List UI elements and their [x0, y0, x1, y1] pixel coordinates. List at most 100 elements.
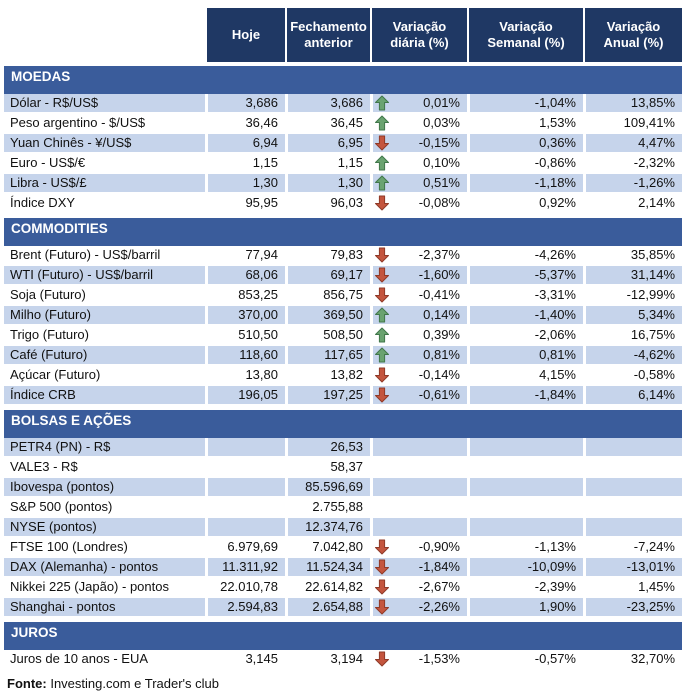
section-header-bolsas-e-a-es: BOLSAS E AÇÕES [4, 410, 682, 438]
cell-asset-label: Juros de 10 anos - EUA [10, 651, 149, 666]
table-row: Soja (Futuro) 853,25 856,75 -0,41% -3,31… [4, 286, 682, 306]
cell-hoje: 13,80 [205, 366, 285, 384]
cell-asset-label: Shanghai - pontos [4, 598, 205, 616]
cell-fechamento-anterior: 3,686 [285, 94, 370, 112]
cell-asset-label: VALE3 - R$ [10, 459, 78, 474]
table-row: WTI (Futuro) - US$/barril 68,06 69,17 -1… [4, 266, 682, 286]
table-row: Juros de 10 anos - EUA 3,145 3,194 -1,53… [4, 650, 682, 670]
cell-asset-label: NYSE (pontos) [4, 518, 205, 536]
table-row: Índice DXY 95,95 96,03 -0,08% 0,92% 2,14… [4, 194, 682, 214]
cell-variacao-semanal: 0,81% [467, 346, 583, 364]
cell-asset-label: Café (Futuro) [4, 346, 205, 364]
table-row: VALE3 - R$ 58,37 [4, 458, 682, 478]
header-cell: Hoje [205, 8, 285, 62]
cell-variacao-diaria: 0,81% [370, 346, 467, 364]
cell-asset-label: FTSE 100 (Londres) [10, 539, 128, 554]
cell-hoje: 95,95 [205, 194, 285, 212]
cell-hoje [205, 498, 285, 516]
table-row: Nikkei 225 (Japão) - pontos 22.010,78 22… [4, 578, 682, 598]
cell-variacao-anual: -2,32% [583, 154, 682, 172]
cell-variacao-anual: 1,45% [583, 578, 682, 596]
cell-variacao-diaria [370, 458, 467, 476]
section-header-commodities: COMMODITIES [4, 218, 682, 246]
cell-variacao-diaria: -1,53% [370, 650, 467, 668]
cell-asset-label: Libra - US$/£ [4, 174, 205, 192]
cell-variacao-diaria: -0,08% [370, 194, 467, 212]
cell-fechamento-anterior: 2.654,88 [285, 598, 370, 616]
trend-down-icon [374, 579, 390, 595]
cell-hoje: 6,94 [205, 134, 285, 152]
table-row: Açúcar (Futuro) 13,80 13,82 -0,14% 4,15%… [4, 366, 682, 386]
cell-variacao-diaria: -2,26% [370, 598, 467, 616]
trend-down-icon [374, 387, 390, 403]
cell-variacao-diaria: -0,14% [370, 366, 467, 384]
cell-fechamento-anterior: 1,15 [285, 154, 370, 172]
trend-down-icon [374, 135, 390, 151]
cell-hoje: 36,46 [205, 114, 285, 132]
cell-asset-label: Peso argentino - $/US$ [10, 115, 146, 130]
table-row: DAX (Alemanha) - pontos 11.311,92 11.524… [4, 558, 682, 578]
cell-fechamento-anterior: 7.042,80 [285, 538, 370, 556]
cell-asset-label: Ibovespa (pontos) [4, 478, 205, 496]
cell-fechamento-anterior: 508,50 [285, 326, 370, 344]
cell-variacao-anual [583, 438, 682, 456]
cell-variacao-anual: 4,47% [583, 134, 682, 152]
cell-hoje: 6.979,69 [205, 538, 285, 556]
table-row: Índice CRB 196,05 197,25 -0,61% -1,84% 6… [4, 386, 682, 406]
header-cell-empty [4, 8, 205, 62]
cell-variacao-semanal: 1,90% [467, 598, 583, 616]
cell-variacao-diaria: -0,90% [370, 538, 467, 556]
cell-asset-label: Índice DXY [10, 195, 76, 210]
cell-variacao-semanal: -4,26% [467, 246, 583, 264]
table-row: Milho (Futuro) 370,00 369,50 0,14% -1,40… [4, 306, 682, 326]
cell-variacao-anual: -13,01% [583, 558, 682, 576]
cell-variacao-diaria: -1,84% [370, 558, 467, 576]
cell-variacao-semanal [467, 478, 583, 496]
cell-variacao-diaria: -1,60% [370, 266, 467, 284]
cell-hoje [205, 518, 285, 536]
cell-hoje: 22.010,78 [205, 578, 285, 596]
cell-hoje: 370,00 [205, 306, 285, 324]
cell-variacao-semanal: -0,86% [467, 154, 583, 172]
cell-fechamento-anterior: 6,95 [285, 134, 370, 152]
cell-variacao-diaria: -2,67% [370, 578, 467, 596]
trend-down-icon [374, 367, 390, 383]
cell-hoje: 853,25 [205, 286, 285, 304]
cell-hoje [205, 478, 285, 496]
cell-asset-label: Yuan Chinês - ¥/US$ [4, 134, 205, 152]
cell-variacao-semanal: -1,84% [467, 386, 583, 404]
cell-asset-label: WTI (Futuro) - US$/barril [4, 266, 205, 284]
cell-fechamento-anterior: 197,25 [285, 386, 370, 404]
cell-hoje: 11.311,92 [205, 558, 285, 576]
trend-down-icon [374, 651, 390, 667]
cell-hoje: 1,30 [205, 174, 285, 192]
cell-variacao-diaria: -0,15% [370, 134, 467, 152]
header-cell: Variação diária (%) [370, 8, 467, 62]
cell-variacao-semanal: -0,57% [467, 650, 583, 668]
table-row: S&P 500 (pontos) 2.755,88 [4, 498, 682, 518]
cell-variacao-diaria: -2,37% [370, 246, 467, 264]
cell-hoje: 510,50 [205, 326, 285, 344]
cell-variacao-semanal: 0,92% [467, 194, 583, 212]
trend-up-icon [374, 307, 390, 323]
cell-variacao-diaria: -0,41% [370, 286, 467, 304]
cell-variacao-semanal [467, 458, 583, 476]
cell-variacao-anual: 32,70% [583, 650, 682, 668]
cell-fechamento-anterior: 36,45 [285, 114, 370, 132]
cell-variacao-anual: -7,24% [583, 538, 682, 556]
cell-variacao-semanal: -10,09% [467, 558, 583, 576]
cell-variacao-diaria [370, 438, 467, 456]
table-row: PETR4 (PN) - R$ 26,53 [4, 438, 682, 458]
header-cell: Variação Semanal (%) [467, 8, 583, 62]
table-row: Brent (Futuro) - US$/barril 77,94 79,83 … [4, 246, 682, 266]
cell-fechamento-anterior: 69,17 [285, 266, 370, 284]
cell-fechamento-anterior: 22.614,82 [285, 578, 370, 596]
trend-up-icon [374, 95, 390, 111]
trend-down-icon [374, 247, 390, 263]
source-text: Investing.com e Trader's club [46, 676, 220, 691]
cell-variacao-anual: 2,14% [583, 194, 682, 212]
cell-variacao-anual [583, 498, 682, 516]
cell-hoje: 1,15 [205, 154, 285, 172]
cell-variacao-diaria: 0,51% [370, 174, 467, 192]
cell-variacao-diaria [370, 518, 467, 536]
